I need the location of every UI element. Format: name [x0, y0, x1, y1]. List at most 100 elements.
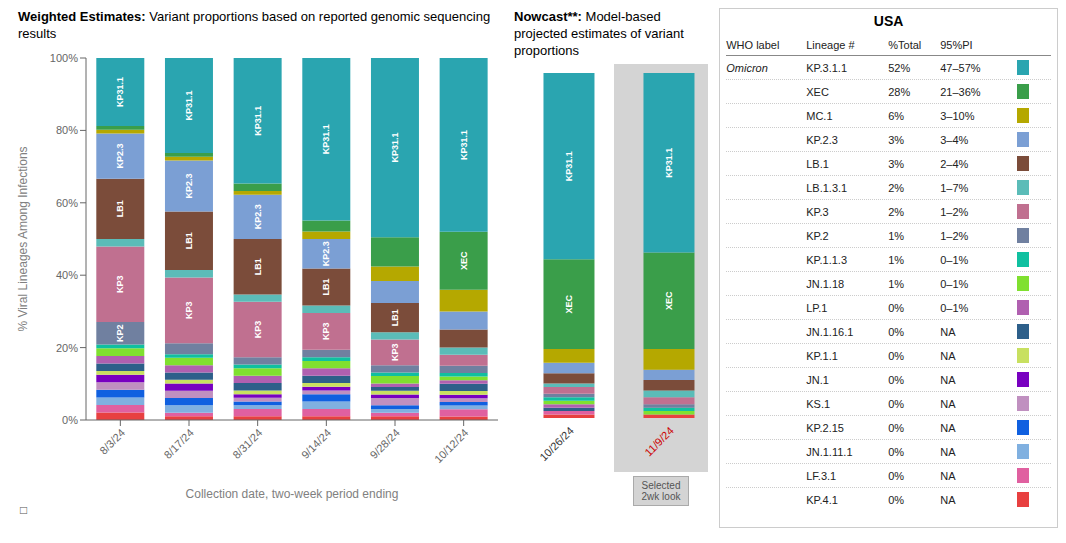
html-text:NA: NA: [940, 397, 956, 410]
html-text:LB.1.3.1: LB.1.3.1: [806, 181, 848, 194]
html-text:2%: 2%: [888, 205, 905, 218]
html-text:JN.1: JN.1: [806, 373, 829, 386]
svg-text:9/14/24: 9/14/24: [299, 426, 333, 460]
svg-text:KP31.1: KP31.1: [390, 133, 400, 163]
html-text:Nowcast**: Model-based project: Nowcast**: Model-based projected estimat…: [514, 9, 684, 58]
html-text:21–36%: 21–36%: [940, 85, 981, 98]
svg-text:80%: 80%: [56, 124, 78, 136]
html-text:2%: 2%: [888, 181, 905, 194]
html-text:0–1%: 0–1%: [940, 277, 969, 290]
svg-text:KP3: KP3: [115, 275, 125, 293]
html-text:KP.3: KP.3: [806, 205, 829, 218]
html-text:KP.2: KP.2: [806, 229, 829, 242]
html-text:0–1%: 0–1%: [940, 301, 969, 314]
html-text:3–4%: 3–4%: [940, 133, 969, 146]
html-text:NA: NA: [940, 349, 956, 362]
svg-text:KP3: KP3: [321, 323, 331, 341]
svg-text:% Viral Lineages Among Infecti: % Viral Lineages Among Infections: [16, 146, 30, 331]
html-text:KP.1.1: KP.1.1: [806, 349, 838, 362]
html-text:Weighted Estimates: Variant pr: Weighted Estimates: Variant proportions …: [18, 9, 491, 41]
svg-text:0%: 0%: [62, 414, 78, 426]
svg-text:LB1: LB1: [321, 279, 331, 296]
svg-text:KP3: KP3: [184, 302, 194, 320]
svg-text:KP31.1: KP31.1: [664, 148, 674, 178]
html-text:1–2%: 1–2%: [940, 229, 969, 242]
svg-text:LB1: LB1: [253, 258, 263, 275]
html-text:3%: 3%: [888, 133, 905, 146]
html-text:Selected 2wk look: Selected 2wk look: [641, 480, 681, 502]
html-text:1%: 1%: [888, 277, 905, 290]
html-text:MC.1: MC.1: [806, 109, 833, 122]
html-text:NA: NA: [940, 373, 956, 386]
html-text:2–4%: 2–4%: [940, 157, 969, 170]
svg-text:XEC: XEC: [459, 251, 469, 270]
svg-text:KP31.1: KP31.1: [459, 130, 469, 160]
svg-text:KP3: KP3: [253, 321, 263, 339]
html-text:0%: 0%: [888, 373, 905, 386]
html-text:1–7%: 1–7%: [940, 181, 969, 194]
svg-text:KP2: KP2: [115, 325, 125, 343]
svg-text:KP2.3: KP2.3: [253, 204, 263, 229]
svg-text:LB1: LB1: [390, 309, 400, 326]
svg-text:KP2.3: KP2.3: [115, 144, 125, 169]
html-text:JN.1.11.1: JN.1.11.1: [806, 445, 853, 458]
html-text:0%: 0%: [888, 397, 905, 410]
html-text:JN.1.18: JN.1.18: [806, 277, 845, 290]
html-text:XEC: XEC: [806, 85, 829, 98]
html-text:0%: 0%: [888, 469, 905, 482]
html-text:Omicron: Omicron: [726, 61, 768, 74]
html-text:LB.1: LB.1: [806, 157, 829, 170]
svg-text:KP31.1: KP31.1: [115, 77, 125, 107]
svg-text:KP3: KP3: [390, 344, 400, 362]
svg-text:10/26/24: 10/26/24: [537, 424, 576, 463]
svg-text:KP31.1: KP31.1: [564, 151, 574, 181]
svg-text:20%: 20%: [56, 342, 78, 354]
svg-text:10/12/24: 10/12/24: [432, 426, 471, 465]
html-text:0–1%: 0–1%: [940, 253, 969, 266]
html-text:KP.3.1.1: KP.3.1.1: [806, 61, 847, 74]
html-text:KP.2.15: KP.2.15: [806, 421, 844, 434]
html-text:JN.1.16.1: JN.1.16.1: [806, 325, 854, 338]
html-text:47–57%: 47–57%: [940, 61, 981, 74]
html-text:0%: 0%: [888, 445, 905, 458]
svg-text:Collection date, two-week peri: Collection date, two-week period ending: [186, 487, 399, 501]
svg-text:9/28/24: 9/28/24: [367, 426, 401, 460]
svg-text:KP2.3: KP2.3: [321, 241, 331, 266]
html-text:6%: 6%: [888, 109, 905, 122]
html-text:NA: NA: [940, 325, 956, 338]
html-text:LF.3.1: LF.3.1: [806, 469, 837, 482]
html-text:3–10%: 3–10%: [940, 109, 975, 122]
svg-text:LB1: LB1: [184, 232, 194, 249]
html-text:1–2%: 1–2%: [940, 205, 969, 218]
svg-text:8/31/24: 8/31/24: [230, 426, 264, 460]
svg-text:40%: 40%: [56, 269, 78, 281]
svg-text:KP31.1: KP31.1: [184, 91, 194, 121]
svg-text:KP31.1: KP31.1: [321, 124, 331, 154]
html-text:0%: 0%: [888, 421, 905, 434]
html-text:LP.1: LP.1: [806, 301, 828, 314]
svg-text:KP31.1: KP31.1: [253, 106, 263, 136]
html-text:KP.2.3: KP.2.3: [806, 133, 838, 146]
html-text:0%: 0%: [888, 301, 905, 314]
html-text:28%: 28%: [888, 85, 911, 98]
html-text:3%: 3%: [888, 157, 905, 170]
svg-text:100%: 100%: [50, 52, 78, 64]
html-text:NA: NA: [940, 445, 956, 458]
svg-text:XEC: XEC: [564, 294, 574, 313]
html-text:USA: USA: [873, 13, 904, 29]
svg-text:XEC: XEC: [664, 291, 674, 310]
html-text:0%: 0%: [888, 349, 905, 362]
svg-text:KP2.3: KP2.3: [184, 173, 194, 198]
html-text:KP.1.1.3: KP.1.1.3: [806, 253, 847, 266]
svg-text:8/3/24: 8/3/24: [97, 426, 127, 456]
html-text:KS.1: KS.1: [806, 397, 831, 410]
html-text:1%: 1%: [888, 253, 905, 266]
html-text:1%: 1%: [888, 229, 905, 242]
svg-text:11/9/24: 11/9/24: [642, 424, 676, 458]
svg-text:8/17/24: 8/17/24: [161, 426, 195, 460]
html-text:0%: 0%: [888, 325, 905, 338]
svg-text:60%: 60%: [56, 197, 78, 209]
svg-text:LB1: LB1: [115, 200, 125, 217]
html-text:NA: NA: [940, 421, 956, 434]
html-text:52%: 52%: [888, 61, 911, 74]
